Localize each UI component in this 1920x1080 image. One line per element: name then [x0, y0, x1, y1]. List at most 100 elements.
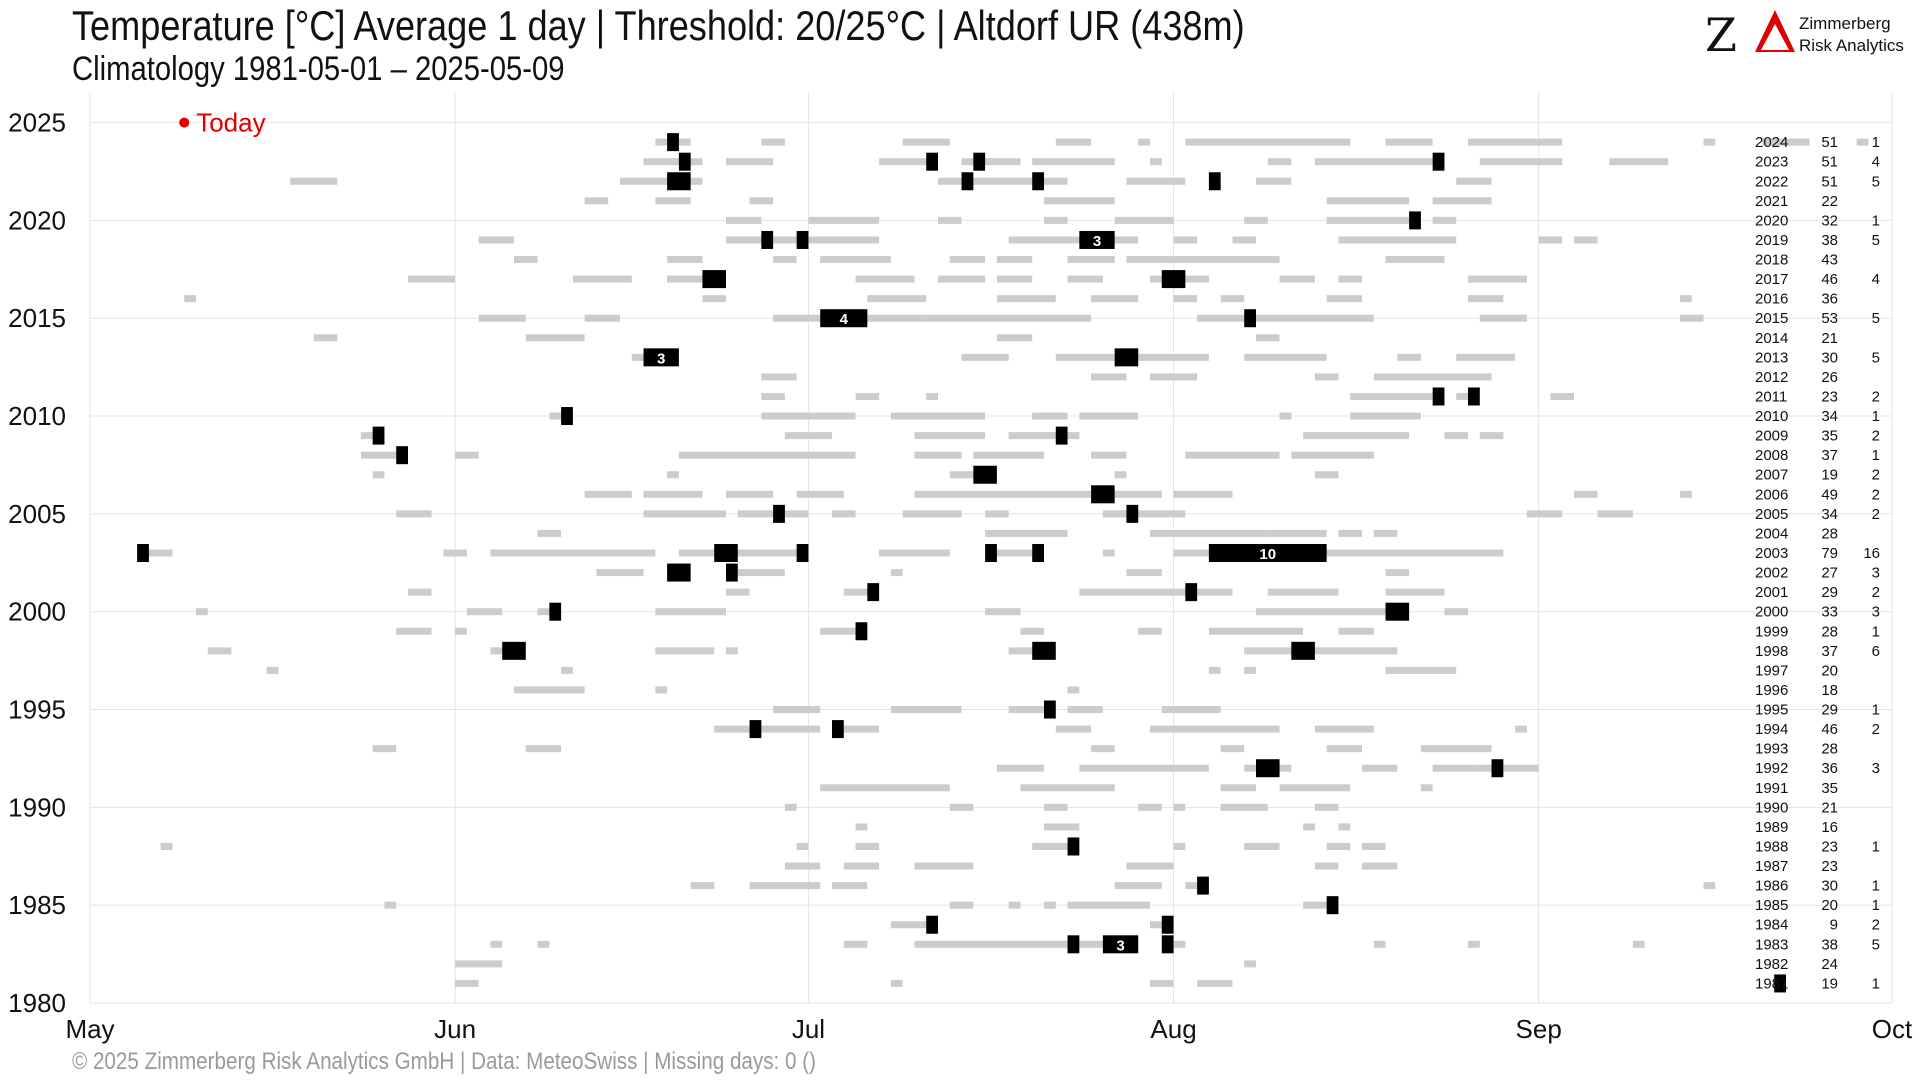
warm-spell-bar	[985, 510, 1009, 518]
warm-spell-bar	[1303, 432, 1410, 440]
warm-spell-bar	[1173, 588, 1233, 596]
x-tick-label: Jun	[434, 1014, 476, 1044]
summary-warm-days: 79	[1821, 545, 1838, 562]
summary-hot-days: 5	[1872, 936, 1880, 953]
summary-warm-days: 19	[1821, 467, 1838, 484]
warm-spell-bar	[784, 803, 797, 811]
warm-spell-bar	[1574, 236, 1598, 244]
hot-spell-bar	[1244, 309, 1256, 328]
summary-hot-days: 1	[1872, 447, 1880, 464]
warm-spell-bar	[1173, 549, 1233, 557]
warm-spell-bar	[290, 177, 338, 185]
summary-year: 2021	[1755, 193, 1788, 210]
warm-spell-bar	[1102, 549, 1115, 557]
logo-line-1: Zimmerberg	[1799, 14, 1891, 33]
warm-spell-bar	[973, 451, 1044, 459]
hot-spell-bar	[1032, 544, 1044, 562]
warm-spell-bar	[1256, 608, 1410, 616]
warm-spell-bar	[1456, 353, 1516, 361]
hot-spell-bar	[396, 446, 408, 465]
warm-spell-bar	[1326, 216, 1410, 224]
warm-spell-bar	[1468, 295, 1504, 303]
warm-spell-bar	[455, 979, 479, 987]
hot-spell-bar	[549, 602, 562, 621]
warm-spell-bar	[1044, 216, 1068, 224]
warm-spell-bar	[855, 275, 915, 283]
y-tick-label: 2005	[8, 499, 66, 529]
warm-spell-bar	[1220, 784, 1256, 792]
warm-spell-bar	[761, 373, 797, 381]
warm-spell-bar	[1138, 627, 1162, 635]
warm-spell-bar	[1574, 490, 1598, 498]
warm-spell-bar	[1420, 784, 1433, 792]
summary-hot-days: 2	[1872, 388, 1880, 405]
warm-spell-bar	[820, 627, 868, 635]
summary-year: 1985	[1755, 897, 1788, 914]
summary-year: 1981	[1755, 975, 1788, 992]
hot-spell-bar	[1208, 544, 1327, 562]
footer-credit: © 2025 Zimmerberg Risk Analytics GmbH | …	[72, 1048, 816, 1075]
warm-spell-bar	[1856, 138, 1869, 146]
warm-spell-bar	[938, 177, 1068, 185]
warm-spell-bar	[914, 940, 1080, 948]
y-tick-label: 1980	[8, 988, 66, 1018]
summary-year: 1984	[1755, 917, 1788, 934]
warm-spell-bar	[1432, 764, 1480, 772]
hot-spell-bar	[1161, 915, 1174, 934]
summary-hot-days: 2	[1872, 506, 1880, 523]
warm-spell-bar	[372, 471, 385, 479]
warm-spell-bar	[1008, 236, 1139, 244]
summary-warm-days: 38	[1821, 232, 1838, 249]
hot-spell-bar	[973, 152, 986, 171]
summary-year: 1993	[1755, 741, 1788, 758]
summary-year: 2019	[1755, 232, 1788, 249]
warm-spell-bar	[1032, 412, 1068, 420]
summary-year: 2000	[1755, 604, 1788, 621]
hot-spell-bar	[1044, 700, 1056, 719]
warm-spell-bar	[808, 216, 880, 224]
warm-spell-bar	[1385, 138, 1433, 146]
warm-spell-bar	[478, 236, 514, 244]
summary-hot-days: 5	[1872, 349, 1880, 366]
warm-spell-bar	[1244, 960, 1256, 968]
summary-warm-days: 51	[1821, 154, 1838, 171]
warm-spell-bar	[914, 862, 974, 870]
summary-warm-days: 37	[1821, 447, 1838, 464]
summary-year: 1994	[1755, 721, 1788, 738]
summary-year: 2007	[1755, 467, 1788, 484]
logo-z-icon: Z	[1705, 8, 1737, 62]
warm-spell-bar	[926, 314, 1092, 322]
summary-warm-days: 23	[1821, 858, 1838, 875]
warm-spell-bar	[879, 549, 950, 557]
warm-spell-bar	[890, 412, 986, 420]
summary-year: 2002	[1755, 565, 1788, 582]
hot-spell-bar	[867, 583, 880, 602]
warm-spell-bar	[1338, 627, 1374, 635]
warm-spell-bar	[1314, 803, 1339, 811]
summary-year: 1982	[1755, 956, 1788, 973]
hot-spell-bar	[1079, 230, 1115, 249]
summary-year: 1987	[1755, 858, 1788, 875]
warm-spell-bar	[749, 882, 821, 890]
warm-spell-bar	[1185, 138, 1351, 146]
warm-spell-bar	[1173, 842, 1186, 850]
warm-spell-bar	[1161, 706, 1174, 714]
warm-spell-bar	[525, 334, 585, 342]
warm-spell-bar	[761, 392, 785, 400]
hot-spell-bar	[1185, 583, 1198, 602]
warm-spell-bar	[914, 432, 986, 440]
warm-spell-bar	[1126, 569, 1162, 577]
warm-spell-bar	[1067, 706, 1103, 714]
warm-spell-bar	[396, 627, 432, 635]
hot-spell-bar	[761, 230, 774, 249]
warm-spell-bar	[1138, 803, 1162, 811]
warm-spell-bar	[1138, 138, 1150, 146]
warm-spell-bar	[890, 706, 962, 714]
hot-spell-length-label: 10	[1259, 546, 1276, 563]
warm-spell-bar	[561, 666, 573, 674]
warm-spell-bar	[1314, 314, 1374, 322]
warm-spell-bar	[1126, 256, 1280, 264]
hot-spell-length-label: 3	[1116, 937, 1124, 954]
summary-warm-days: 21	[1821, 330, 1838, 347]
